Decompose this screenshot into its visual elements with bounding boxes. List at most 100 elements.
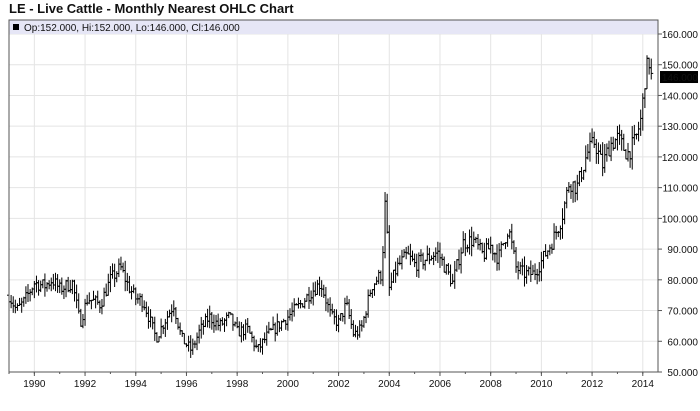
ohlc-bar xyxy=(435,241,440,264)
ohlc-bar xyxy=(137,293,142,306)
ohlc-bar xyxy=(389,272,394,291)
ohlc-bar xyxy=(51,273,56,290)
x-tick-label: 2006 xyxy=(429,379,452,390)
ohlc-bar xyxy=(562,201,567,225)
ohlc-bar xyxy=(604,143,609,162)
ohlc-bar xyxy=(355,326,360,340)
ohlc-bar xyxy=(247,325,252,334)
ohlc-bar xyxy=(522,256,527,287)
ohlc-bar xyxy=(410,250,415,262)
ohlc-bar xyxy=(319,280,324,297)
x-tick-label: 1992 xyxy=(74,379,97,390)
ohlc-bar xyxy=(615,125,620,151)
ohlc-bar xyxy=(266,321,271,334)
ohlc-bar xyxy=(366,289,371,318)
ohlc-bar xyxy=(36,280,41,296)
ohlc-bar xyxy=(495,244,500,271)
ohlc-bar xyxy=(70,279,75,295)
ohlc-bar xyxy=(15,303,20,311)
ohlc-bar xyxy=(338,313,343,322)
x-tick-label: 2002 xyxy=(327,379,350,390)
ohlc-bar xyxy=(97,300,102,313)
ohlc-bar xyxy=(649,58,654,80)
ohlc-bar xyxy=(406,245,411,255)
ohlc-bar xyxy=(264,325,269,346)
ohlc-bar xyxy=(399,249,404,270)
ohlc-bar xyxy=(509,223,514,250)
ohlc-bar xyxy=(224,312,229,327)
ohlc-bar xyxy=(129,286,134,300)
ohlc-bar xyxy=(148,309,153,328)
x-tick-label: 1990 xyxy=(23,379,46,390)
ohlc-bar xyxy=(28,289,33,302)
ohlc-bar xyxy=(188,335,193,358)
ohlc-bar xyxy=(581,169,586,180)
ohlc-bar xyxy=(66,276,71,293)
ohlc-bar xyxy=(482,242,487,262)
last-price-badge: 146.000 xyxy=(660,71,698,84)
ohlc-bar xyxy=(640,93,645,131)
ohlc-bar xyxy=(383,192,388,259)
ohlc-bar xyxy=(511,240,516,255)
ohlc-bar xyxy=(9,294,14,309)
ohlc-bar xyxy=(34,275,39,293)
ohlc-bar xyxy=(524,265,529,284)
y-tick-label: 160.000 xyxy=(662,30,699,41)
ohlc-bar xyxy=(459,247,464,274)
x-tick-label: 2014 xyxy=(632,379,655,390)
ohlc-bar xyxy=(385,193,390,234)
ohlc-bar xyxy=(507,229,512,239)
ohlc-bar xyxy=(552,223,557,250)
ohlc-bars xyxy=(7,55,654,358)
ohlc-bar xyxy=(518,261,523,275)
ohlc-bar xyxy=(330,303,335,315)
ohlc-bar xyxy=(425,245,430,262)
ohlc-bar xyxy=(277,321,282,333)
ohlc-bar xyxy=(345,295,350,306)
ohlc-bar xyxy=(520,258,525,276)
ohlc-bar xyxy=(309,290,314,304)
ohlc-bar xyxy=(606,140,611,157)
x-tick-label: 2008 xyxy=(480,379,503,390)
ohlc-bar xyxy=(186,335,191,352)
ohlc-bar xyxy=(560,208,565,239)
ohlc-bar xyxy=(201,319,206,335)
ohlc-bar xyxy=(535,268,540,285)
ohlc-bar xyxy=(205,308,210,328)
ohlc-bar xyxy=(621,133,626,151)
ohlc-bar xyxy=(249,331,254,343)
ohlc-bar xyxy=(256,344,261,352)
ohlc-bar xyxy=(85,294,90,306)
ohlc-bar xyxy=(55,274,60,293)
y-tick-label: 100.000 xyxy=(662,214,699,225)
x-axis-ticks: 1990 1992 1994 1996 1998 2000 2002 2004 2006 2008… xyxy=(8,372,655,390)
ohlc-bar xyxy=(402,249,407,258)
ohlc-bar xyxy=(13,299,18,314)
ohlc-bar xyxy=(357,320,362,338)
last-price-badge-bg xyxy=(660,71,698,84)
ohlc-bar xyxy=(450,273,455,285)
ohlc-bar xyxy=(239,321,244,343)
ohlc-bar xyxy=(376,269,381,285)
ohlc-bar xyxy=(609,136,614,162)
y-tick-label: 110.000 xyxy=(663,184,699,195)
ohlc-bar xyxy=(53,272,58,292)
ohlc-bar xyxy=(414,253,419,277)
ohlc-bar xyxy=(321,284,326,299)
ohlc-bar xyxy=(142,300,147,311)
ohlc-bar xyxy=(543,244,548,257)
ohlc-bar xyxy=(594,139,599,164)
ohlc-bar xyxy=(592,131,597,149)
ohlc-bar xyxy=(112,263,117,287)
ohlc-bar xyxy=(497,243,502,271)
ohlc-bar xyxy=(387,225,392,296)
ohlc-bar xyxy=(600,142,605,177)
ohlc-bar xyxy=(541,250,546,269)
ohlc-bar xyxy=(306,286,311,310)
ohlc-bar xyxy=(528,260,533,282)
ohlc-bar xyxy=(533,263,538,281)
ohlc-bar xyxy=(163,318,168,337)
ohlc-bar xyxy=(243,319,248,340)
ohlc-bar xyxy=(340,313,345,322)
ohlc-bar xyxy=(590,128,595,144)
